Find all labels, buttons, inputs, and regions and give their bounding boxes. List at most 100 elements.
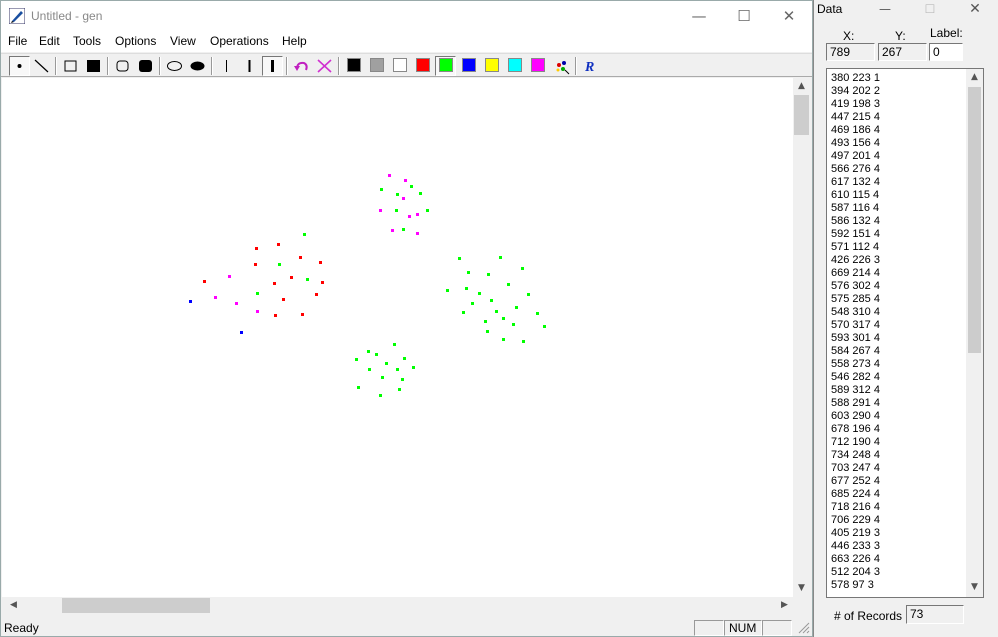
data-panel-title: Data bbox=[817, 2, 843, 16]
tool-line[interactable] bbox=[31, 56, 52, 76]
record-item[interactable]: 558 273 4 bbox=[831, 358, 880, 370]
menu-operations[interactable]: Operations bbox=[210, 34, 269, 48]
record-item[interactable]: 592 151 4 bbox=[831, 228, 880, 240]
tool-rectangle-filled[interactable] bbox=[83, 56, 104, 76]
list-scroll-down-icon[interactable]: ▼ bbox=[971, 582, 978, 592]
record-item[interactable]: 405 219 3 bbox=[831, 527, 880, 539]
clear-icon[interactable] bbox=[314, 56, 335, 76]
record-item[interactable]: 576 302 4 bbox=[831, 280, 880, 292]
minimize-button[interactable]: — bbox=[691, 7, 707, 25]
color-yellow-swatch[interactable] bbox=[485, 58, 499, 72]
record-item[interactable]: 603 290 4 bbox=[831, 410, 880, 422]
color-gray-swatch[interactable] bbox=[370, 58, 384, 72]
tool-ellipse-outline[interactable] bbox=[164, 56, 185, 76]
menu-edit[interactable]: Edit bbox=[39, 34, 60, 48]
scroll-down-icon[interactable]: ▼ bbox=[798, 583, 805, 593]
tool-rectangle-outline[interactable] bbox=[60, 56, 81, 76]
color-black-swatch[interactable] bbox=[347, 58, 361, 72]
run-icon[interactable]: R bbox=[580, 56, 601, 76]
undo-icon[interactable] bbox=[291, 56, 312, 76]
records-listbox[interactable]: 380 223 1 394 202 2 419 198 3 447 215 4 469 … bbox=[826, 68, 984, 598]
record-item[interactable]: 446 233 3 bbox=[831, 540, 880, 552]
menu-view[interactable]: View bbox=[170, 34, 196, 48]
close-button[interactable]: ✕ bbox=[782, 7, 796, 25]
label-field[interactable]: 0 bbox=[929, 43, 963, 61]
record-item[interactable]: 734 248 4 bbox=[831, 449, 880, 461]
resize-grip-icon[interactable] bbox=[797, 621, 810, 634]
record-item[interactable]: 663 226 4 bbox=[831, 553, 880, 565]
record-item[interactable]: 589 312 4 bbox=[831, 384, 880, 396]
records-scrollbar[interactable]: ▲ ▼ bbox=[966, 69, 983, 597]
record-item[interactable]: 570 317 4 bbox=[831, 319, 880, 331]
data-point bbox=[408, 215, 411, 218]
record-item[interactable]: 677 252 4 bbox=[831, 475, 880, 487]
record-item[interactable]: 578 97 3 bbox=[831, 579, 874, 591]
record-item[interactable]: 419 198 3 bbox=[831, 98, 880, 110]
panel-close-button[interactable]: ✕ bbox=[969, 1, 981, 17]
data-point bbox=[446, 289, 449, 292]
color-red-swatch[interactable] bbox=[416, 58, 430, 72]
record-item[interactable]: 575 285 4 bbox=[831, 293, 880, 305]
color-green-swatch[interactable] bbox=[439, 58, 453, 72]
tool-ellipse-filled[interactable] bbox=[187, 56, 208, 76]
x-field[interactable]: 789 bbox=[826, 43, 875, 61]
panel-minimize-button[interactable]: — bbox=[879, 2, 891, 16]
tool-rounded-rect-filled[interactable] bbox=[135, 56, 156, 76]
record-item[interactable]: 685 224 4 bbox=[831, 488, 880, 500]
drawing-canvas[interactable] bbox=[2, 78, 793, 597]
tool-dot-small[interactable] bbox=[9, 56, 30, 76]
records-scroll-thumb[interactable] bbox=[968, 87, 981, 353]
tool-rounded-rect-outline[interactable] bbox=[112, 56, 133, 76]
record-item[interactable]: 593 301 4 bbox=[831, 332, 880, 344]
record-item[interactable]: 703 247 4 bbox=[831, 462, 880, 474]
record-item[interactable]: 584 267 4 bbox=[831, 345, 880, 357]
record-item[interactable]: 712 190 4 bbox=[831, 436, 880, 448]
record-item[interactable]: 380 223 1 bbox=[831, 72, 880, 84]
maximize-button[interactable]: ☐ bbox=[737, 7, 751, 25]
scroll-left-icon[interactable]: ◀ bbox=[10, 600, 17, 610]
title-bar[interactable]: Untitled - gen — ☐ ✕ bbox=[1, 1, 812, 32]
horizontal-scroll-thumb[interactable] bbox=[62, 598, 210, 613]
menu-help[interactable]: Help bbox=[282, 34, 307, 48]
tool-pen-medium[interactable] bbox=[239, 56, 260, 76]
record-item[interactable]: 566 276 4 bbox=[831, 163, 880, 175]
record-item[interactable]: 426 226 3 bbox=[831, 254, 880, 266]
tool-pen-thin[interactable] bbox=[216, 56, 237, 76]
vertical-scrollbar[interactable]: ▲ ▼ bbox=[793, 78, 810, 597]
record-item[interactable]: 493 156 4 bbox=[831, 137, 880, 149]
record-item[interactable]: 571 112 4 bbox=[831, 241, 880, 253]
color-cyan-swatch[interactable] bbox=[508, 58, 522, 72]
list-scroll-up-icon[interactable]: ▲ bbox=[971, 72, 978, 82]
horizontal-scrollbar[interactable]: ◀ ▶ bbox=[5, 597, 793, 614]
scroll-right-icon[interactable]: ▶ bbox=[781, 600, 788, 610]
scroll-up-icon[interactable]: ▲ bbox=[798, 81, 805, 91]
record-item[interactable]: 610 115 4 bbox=[831, 189, 880, 201]
y-field[interactable]: 267 bbox=[878, 43, 927, 61]
record-item[interactable]: 497 201 4 bbox=[831, 150, 880, 162]
menu-file[interactable]: File bbox=[8, 34, 28, 48]
record-item[interactable]: 587 116 4 bbox=[831, 202, 880, 214]
record-item[interactable]: 678 196 4 bbox=[831, 423, 880, 435]
record-item[interactable]: 447 215 4 bbox=[831, 111, 880, 123]
color-white-swatch[interactable] bbox=[393, 58, 407, 72]
color-blue-swatch[interactable] bbox=[462, 58, 476, 72]
vertical-scroll-thumb[interactable] bbox=[794, 95, 809, 135]
panel-maximize-button[interactable]: ☐ bbox=[924, 2, 936, 16]
record-item[interactable]: 617 132 4 bbox=[831, 176, 880, 188]
record-item[interactable]: 469 186 4 bbox=[831, 124, 880, 136]
menu-tools[interactable]: Tools bbox=[73, 34, 102, 48]
record-item[interactable]: 512 204 3 bbox=[831, 566, 880, 578]
record-item[interactable]: 394 202 2 bbox=[831, 85, 880, 97]
tool-pen-thick[interactable] bbox=[262, 56, 283, 76]
color-magenta-swatch[interactable] bbox=[531, 58, 545, 72]
record-item[interactable]: 588 291 4 bbox=[831, 397, 880, 409]
record-item[interactable]: 548 310 4 bbox=[831, 306, 880, 318]
color-picker-icon[interactable] bbox=[551, 56, 572, 76]
data-point bbox=[355, 358, 358, 361]
record-item[interactable]: 546 282 4 bbox=[831, 371, 880, 383]
record-item[interactable]: 706 229 4 bbox=[831, 514, 880, 526]
record-item[interactable]: 586 132 4 bbox=[831, 215, 880, 227]
record-item[interactable]: 718 216 4 bbox=[831, 501, 880, 513]
record-item[interactable]: 669 214 4 bbox=[831, 267, 880, 279]
menu-options[interactable]: Options bbox=[115, 34, 157, 48]
